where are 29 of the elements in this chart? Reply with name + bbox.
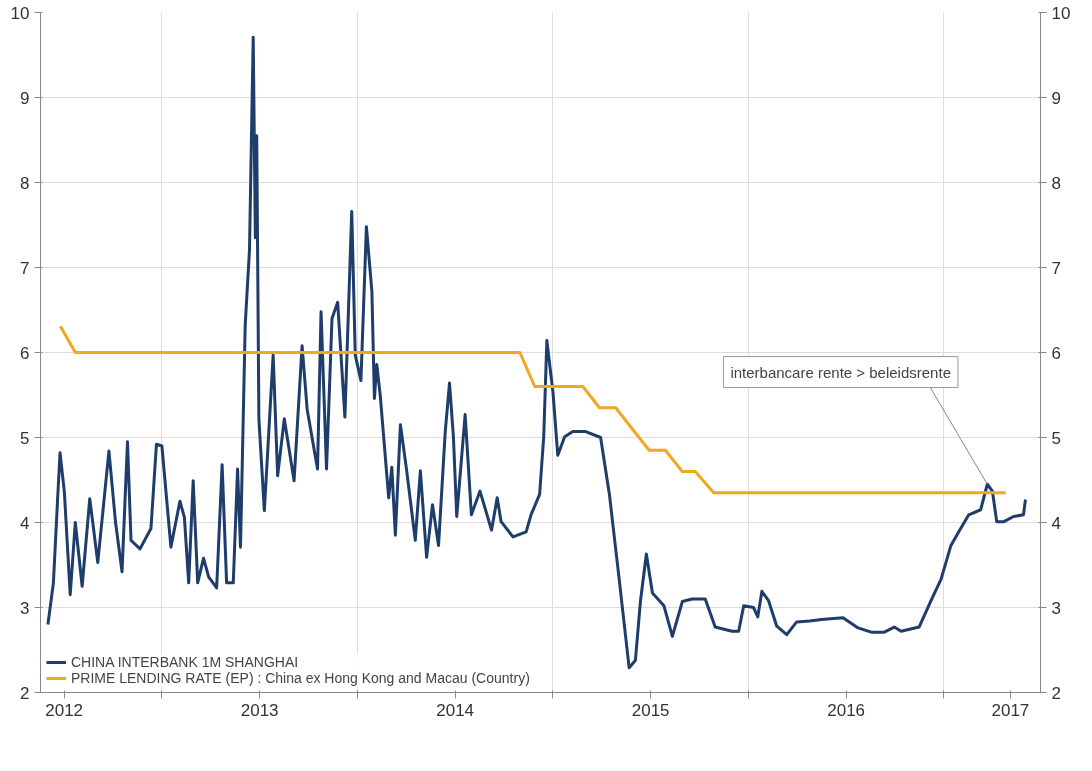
- y-tick-label: 9: [20, 88, 30, 108]
- y2-tick-label: 8: [1051, 173, 1061, 193]
- y-tick-label: 5: [20, 428, 30, 448]
- x-tick-label: 2014: [436, 700, 475, 720]
- y2-tick-label: 2: [1051, 683, 1061, 703]
- y-tick-label: 7: [20, 258, 30, 278]
- x-tick-label: 2015: [631, 700, 670, 720]
- y2-tick-label: 5: [1051, 428, 1061, 448]
- y-tick-label: 8: [20, 173, 30, 193]
- y2-tick-label: 4: [1051, 513, 1061, 533]
- line-series: [46, 35, 1027, 670]
- y2-tick-label: 10: [1051, 3, 1071, 23]
- x-tick-label: 2016: [827, 700, 866, 720]
- y2-tick-label: 6: [1051, 343, 1061, 363]
- x-tick-label: 2013: [240, 700, 279, 720]
- legend-label: CHINA INTERBANK 1M SHANGHAI: [71, 654, 299, 670]
- y2-tick-label: 7: [1051, 258, 1061, 278]
- y-tick-label: 6: [20, 343, 30, 363]
- y-tick-label: 3: [20, 598, 30, 618]
- y-tick-label: 4: [20, 513, 30, 533]
- x-tick-label: 2017: [991, 700, 1030, 720]
- x-tick-label: 2012: [45, 700, 84, 720]
- annotation: interbancare rente > beleidsrente: [730, 363, 951, 381]
- y-tick-label: 2: [20, 683, 30, 703]
- y2-tick-label: 3: [1051, 598, 1061, 618]
- y-tick-label: 10: [10, 3, 30, 23]
- y2-tick-label: 9: [1051, 88, 1061, 108]
- line-series: [58, 324, 1008, 495]
- legend-label: PRIME LENDING RATE (EP) : China ex Hong Kong and Macau (Country): [71, 670, 530, 686]
